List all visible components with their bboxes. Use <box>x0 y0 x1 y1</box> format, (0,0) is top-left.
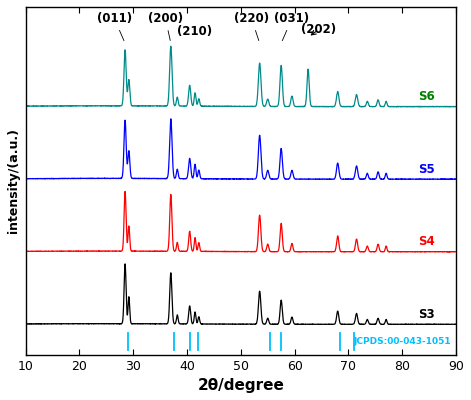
Text: JCPDS:00-043-1051: JCPDS:00-043-1051 <box>353 337 451 346</box>
Text: (220): (220) <box>234 12 269 40</box>
Text: (200): (200) <box>148 12 183 40</box>
Text: (202): (202) <box>301 23 336 36</box>
Text: S3: S3 <box>418 308 435 321</box>
Text: S4: S4 <box>418 235 435 248</box>
Text: (210): (210) <box>178 25 212 38</box>
Text: (011): (011) <box>97 12 132 41</box>
Text: S6: S6 <box>418 90 435 103</box>
Y-axis label: intensity/(a.u.): intensity/(a.u.) <box>7 128 20 233</box>
Text: S5: S5 <box>418 163 435 176</box>
Text: (031): (031) <box>275 12 309 41</box>
X-axis label: 2θ/degree: 2θ/degree <box>197 378 284 393</box>
